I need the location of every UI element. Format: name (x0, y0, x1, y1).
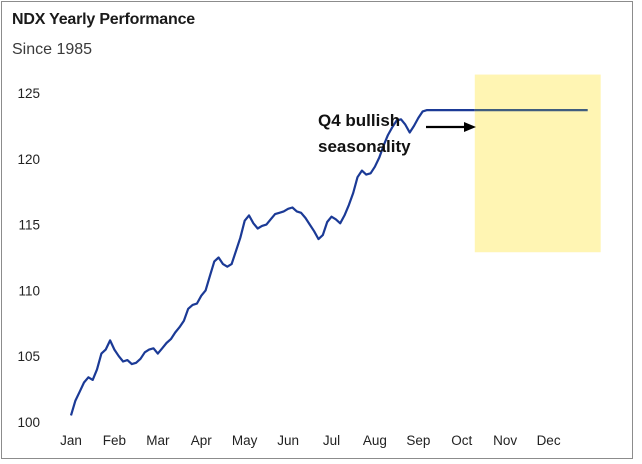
q4-annotation: Q4 bullish seasonality (318, 108, 411, 160)
y-tick-label: 125 (17, 86, 40, 101)
series-lines (69, 108, 588, 416)
y-axis-ticks: 100 105 110 115 120 125 (17, 86, 40, 430)
x-tick-label: Dec (537, 433, 561, 448)
x-tick-label: Mar (146, 433, 170, 448)
x-tick-label: Sep (406, 433, 430, 448)
y-tick-label: 115 (18, 218, 40, 233)
chart-subtitle: Since 1985 (12, 41, 93, 58)
y-tick-label: 110 (18, 283, 40, 298)
annotation-line-1: Q4 bullish (318, 111, 401, 130)
x-tick-label: May (232, 433, 258, 448)
x-tick-label: Jan (60, 433, 82, 448)
y-tick-label: 120 (17, 152, 40, 167)
arrow-head-icon (464, 122, 476, 132)
x-tick-label: Oct (451, 433, 472, 448)
annotation-arrow (426, 122, 476, 132)
y-tick-label: 100 (17, 415, 40, 430)
x-tick-label: Aug (363, 433, 387, 448)
x-tick-label: Jul (323, 433, 340, 448)
q4-highlight-region (474, 74, 601, 253)
annotation-line-2: seasonality (318, 137, 411, 156)
x-tick-label: Nov (493, 433, 517, 448)
chart-title: NDX Yearly Performance (12, 11, 195, 28)
x-tick-label: Jun (277, 433, 299, 448)
series-line-main (69, 108, 475, 416)
x-tick-label: Apr (191, 433, 213, 448)
x-axis-ticks: Jan Feb Mar Apr May Jun Jul Aug Sep Oct Nov Dec (60, 433, 561, 448)
y-tick-label: 105 (17, 349, 40, 364)
x-tick-label: Feb (103, 433, 126, 448)
